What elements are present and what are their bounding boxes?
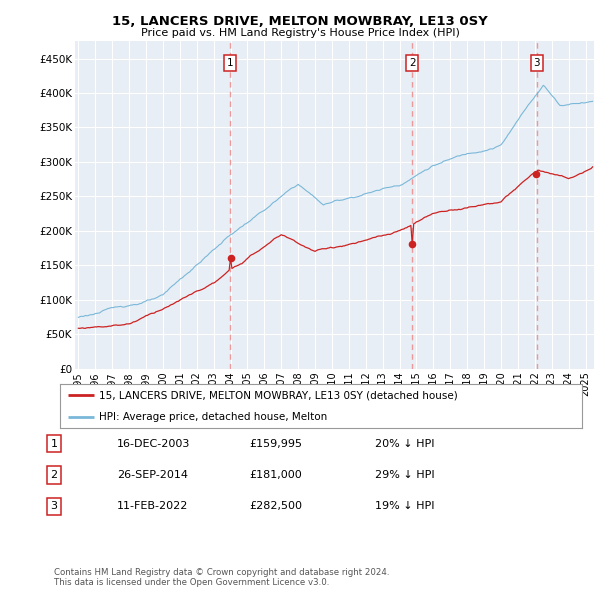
Text: £282,500: £282,500 bbox=[249, 502, 302, 511]
Text: HPI: Average price, detached house, Melton: HPI: Average price, detached house, Melt… bbox=[99, 412, 328, 422]
Text: £159,995: £159,995 bbox=[249, 439, 302, 448]
Text: £181,000: £181,000 bbox=[249, 470, 302, 480]
Text: 1: 1 bbox=[50, 439, 58, 448]
Text: 15, LANCERS DRIVE, MELTON MOWBRAY, LE13 0SY (detached house): 15, LANCERS DRIVE, MELTON MOWBRAY, LE13 … bbox=[99, 391, 458, 401]
Text: 19% ↓ HPI: 19% ↓ HPI bbox=[375, 502, 434, 511]
Text: 15, LANCERS DRIVE, MELTON MOWBRAY, LE13 0SY: 15, LANCERS DRIVE, MELTON MOWBRAY, LE13 … bbox=[112, 15, 488, 28]
Text: 29% ↓ HPI: 29% ↓ HPI bbox=[375, 470, 434, 480]
Text: 20% ↓ HPI: 20% ↓ HPI bbox=[375, 439, 434, 448]
Text: 2: 2 bbox=[50, 470, 58, 480]
Text: 3: 3 bbox=[533, 58, 540, 68]
Text: 3: 3 bbox=[50, 502, 58, 511]
Text: Contains HM Land Registry data © Crown copyright and database right 2024.
This d: Contains HM Land Registry data © Crown c… bbox=[54, 568, 389, 587]
Text: 1: 1 bbox=[227, 58, 233, 68]
Text: Price paid vs. HM Land Registry's House Price Index (HPI): Price paid vs. HM Land Registry's House … bbox=[140, 28, 460, 38]
Text: 2: 2 bbox=[409, 58, 415, 68]
Text: 16-DEC-2003: 16-DEC-2003 bbox=[117, 439, 190, 448]
Text: 26-SEP-2014: 26-SEP-2014 bbox=[117, 470, 188, 480]
Text: 11-FEB-2022: 11-FEB-2022 bbox=[117, 502, 188, 511]
